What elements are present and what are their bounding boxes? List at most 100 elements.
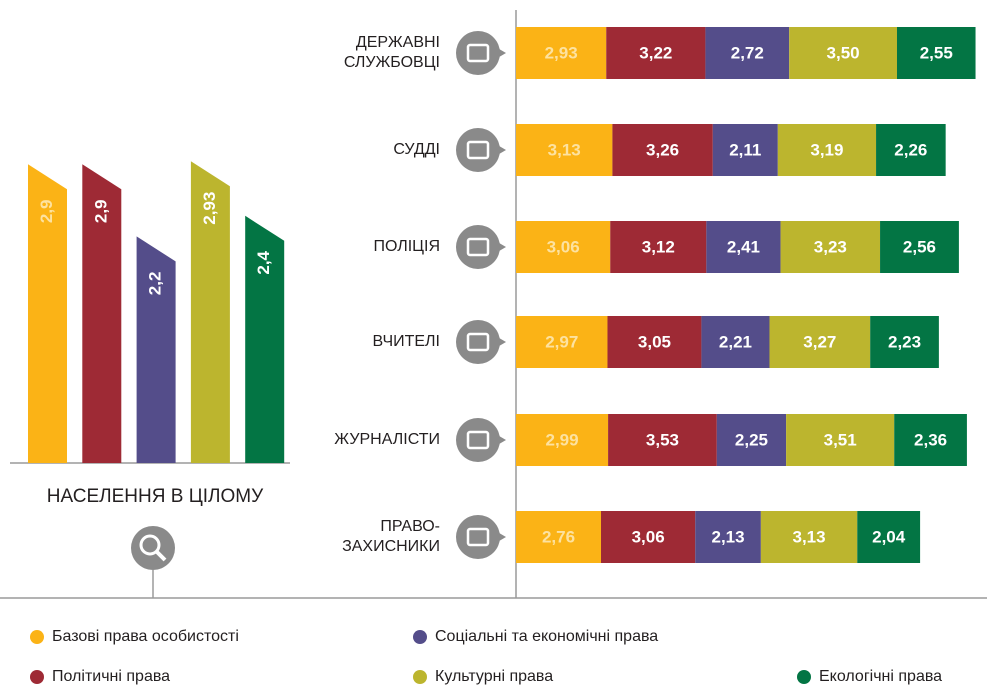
bar-segment bbox=[712, 124, 778, 176]
bar bbox=[190, 161, 230, 463]
bar-segment bbox=[716, 414, 787, 466]
category-label: ДЕРЖАВНІ СЛУЖБОВЦІ bbox=[344, 34, 440, 71]
bar-segment bbox=[607, 316, 702, 368]
bar-segment bbox=[601, 511, 696, 563]
bar-segment bbox=[701, 316, 770, 368]
value-label: 2,9 bbox=[37, 199, 56, 223]
bar-segment bbox=[608, 414, 717, 466]
bar-segment bbox=[705, 27, 790, 79]
value-label: 3,06 bbox=[632, 527, 665, 546]
bar-segment bbox=[516, 511, 602, 563]
value-label: 2,2 bbox=[146, 272, 165, 296]
value-label: 3,27 bbox=[803, 332, 836, 351]
bar-segment bbox=[706, 221, 781, 273]
value-label: 2,11 bbox=[729, 140, 761, 159]
category-line: СЛУЖБОВЦІ bbox=[344, 54, 440, 71]
icon-glyph bbox=[139, 534, 161, 556]
icon bbox=[456, 320, 500, 364]
icon-glyph bbox=[466, 430, 490, 450]
bar-segment bbox=[610, 221, 707, 273]
bar-segment bbox=[896, 27, 976, 79]
legend-label: Екологічні права bbox=[819, 668, 942, 685]
value-label: 2,99 bbox=[545, 430, 578, 449]
value-label: 3,12 bbox=[642, 237, 675, 256]
category-line: ЗАХИСНИКИ bbox=[342, 538, 440, 555]
icon bbox=[456, 418, 500, 462]
bar bbox=[136, 236, 176, 463]
bar bbox=[28, 164, 67, 464]
category-label: ПРАВО- ЗАХИСНИКИ bbox=[342, 518, 440, 555]
icon bbox=[456, 515, 500, 559]
value-label: 2,93 bbox=[545, 43, 578, 62]
bar bbox=[245, 215, 285, 463]
bar-segment bbox=[606, 27, 706, 79]
bar-segment bbox=[612, 124, 713, 176]
bar-segment bbox=[777, 124, 877, 176]
category-line: ДЕРЖАВНІ bbox=[356, 34, 440, 51]
value-label: 2,23 bbox=[888, 332, 921, 351]
bar bbox=[82, 164, 122, 464]
bar-segment bbox=[789, 27, 897, 79]
value-label: 2,4 bbox=[254, 250, 273, 274]
legend-dot bbox=[413, 630, 427, 644]
bar-segment bbox=[516, 414, 609, 466]
icon-glyph bbox=[155, 550, 167, 562]
icon bbox=[456, 128, 500, 172]
bar-segment bbox=[870, 316, 939, 368]
icon-glyph bbox=[466, 237, 490, 257]
bar-segment bbox=[516, 27, 607, 79]
value-label: 2,25 bbox=[735, 430, 768, 449]
value-label: 2,41 bbox=[727, 237, 760, 256]
legend-label: Культурні права bbox=[435, 668, 553, 685]
icon bbox=[456, 31, 500, 75]
bar-segment bbox=[786, 414, 895, 466]
icon-glyph bbox=[466, 332, 490, 352]
value-label: 3,50 bbox=[827, 43, 860, 62]
bar-segment bbox=[769, 316, 871, 368]
legend-dot bbox=[30, 630, 44, 644]
value-label: 3,26 bbox=[646, 140, 679, 159]
value-label: 3,23 bbox=[814, 237, 847, 256]
icon bbox=[456, 225, 500, 269]
legend-dot bbox=[30, 670, 44, 684]
legend-label: Політичні права bbox=[52, 668, 170, 685]
value-label: 3,22 bbox=[639, 43, 672, 62]
icon-glyph bbox=[466, 140, 490, 160]
value-label: 2,36 bbox=[914, 430, 947, 449]
bar-segment bbox=[894, 414, 967, 466]
value-label: 3,13 bbox=[548, 140, 581, 159]
category-label: ВЧИТЕЛІ bbox=[372, 333, 440, 350]
value-label: 2,93 bbox=[200, 192, 219, 225]
bar-segment bbox=[516, 221, 611, 273]
bar-segment bbox=[516, 124, 613, 176]
bar-segment bbox=[695, 511, 761, 563]
value-label: 2,97 bbox=[545, 332, 578, 351]
category-label: ПОЛІЦІЯ bbox=[373, 238, 440, 255]
legend-dot bbox=[413, 670, 427, 684]
icon-glyph bbox=[466, 527, 490, 547]
legend-label: Соціальні та економічні права bbox=[435, 628, 658, 645]
value-label: 2,76 bbox=[542, 527, 575, 546]
bar-segment bbox=[857, 511, 921, 563]
value-label: 2,56 bbox=[903, 237, 936, 256]
category-line: ПРАВО- bbox=[380, 518, 440, 535]
value-label: 2,55 bbox=[920, 43, 953, 62]
value-label: 3,51 bbox=[824, 430, 857, 449]
bar-segment bbox=[760, 511, 858, 563]
legend-dot bbox=[797, 670, 811, 684]
bar-segment bbox=[516, 316, 608, 368]
category-label: СУДДІ bbox=[393, 141, 440, 158]
value-label: 2,72 bbox=[731, 43, 764, 62]
category-label: ЖУРНАЛІСТИ bbox=[334, 431, 440, 448]
value-label: 2,21 bbox=[719, 332, 752, 351]
value-label: 2,9 bbox=[91, 199, 110, 223]
value-label: 3,19 bbox=[810, 140, 843, 159]
value-label: 3,53 bbox=[646, 430, 679, 449]
left-title: НАСЕЛЕННЯ В ЦІЛОМУ bbox=[47, 486, 264, 507]
value-label: 2,04 bbox=[872, 527, 906, 546]
bar-segment bbox=[780, 221, 881, 273]
bar-segment bbox=[876, 124, 946, 176]
legend-label: Базові права особистості bbox=[52, 628, 239, 645]
value-label: 3,06 bbox=[547, 237, 580, 256]
